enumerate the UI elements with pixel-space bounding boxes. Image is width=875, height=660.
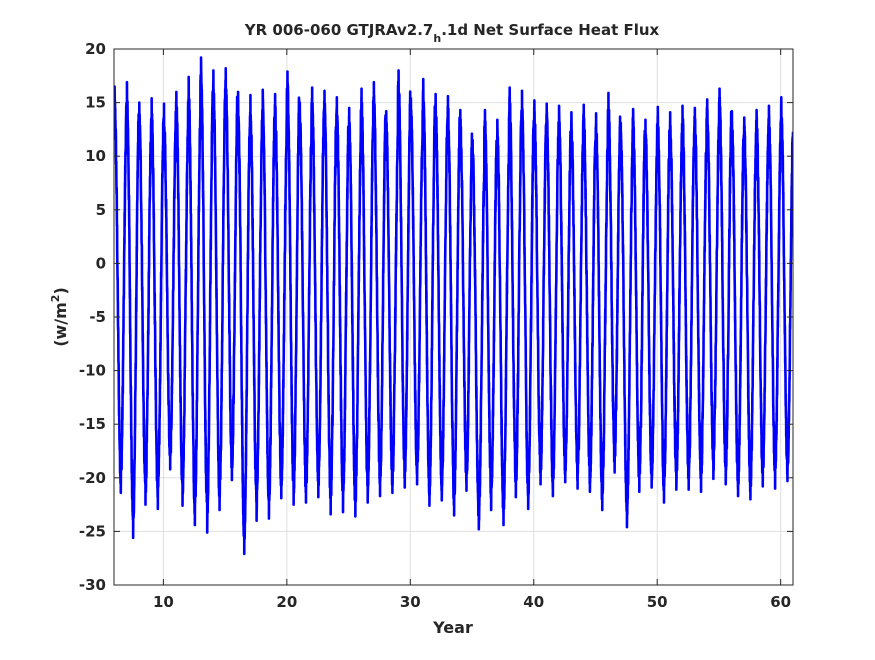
ticks: 10 20 30 40 50 60 -30 -25 -20 -15 -10 -5 0 5 10 15 20 [79, 40, 793, 611]
y-tick-label: -25 [79, 522, 106, 540]
x-tick-label: 60 [770, 593, 791, 611]
y-tick-label: -30 [79, 576, 106, 594]
y-tick-label: -15 [79, 415, 106, 433]
y-tick-label: 10 [85, 147, 106, 165]
x-axis-label: Year [432, 618, 473, 637]
y-tick-label: 5 [96, 201, 106, 219]
series-layer [114, 56, 793, 556]
title-subscript: h [433, 32, 441, 45]
y-tick-label: -10 [79, 362, 106, 380]
net-heat-flux-series-line [114, 56, 793, 556]
x-tick-label: 40 [523, 593, 544, 611]
x-tick-label: 30 [400, 593, 421, 611]
y-tick-label: 0 [96, 254, 106, 272]
y-axis-label: (w/m2) [49, 287, 70, 347]
y-tick-label: 15 [85, 94, 106, 112]
y-axis-label-superscript: 2 [49, 295, 62, 303]
y-tick-label: -5 [89, 308, 106, 326]
y-tick-label: -20 [79, 469, 106, 487]
y-tick-label: 20 [85, 40, 106, 58]
x-tick-label: 20 [276, 593, 297, 611]
x-tick-label: 50 [647, 593, 668, 611]
x-tick-label: 10 [153, 593, 174, 611]
chart-title: YR 006-060 GTJRAv2.7h.1d Net Surface Hea… [244, 21, 660, 45]
